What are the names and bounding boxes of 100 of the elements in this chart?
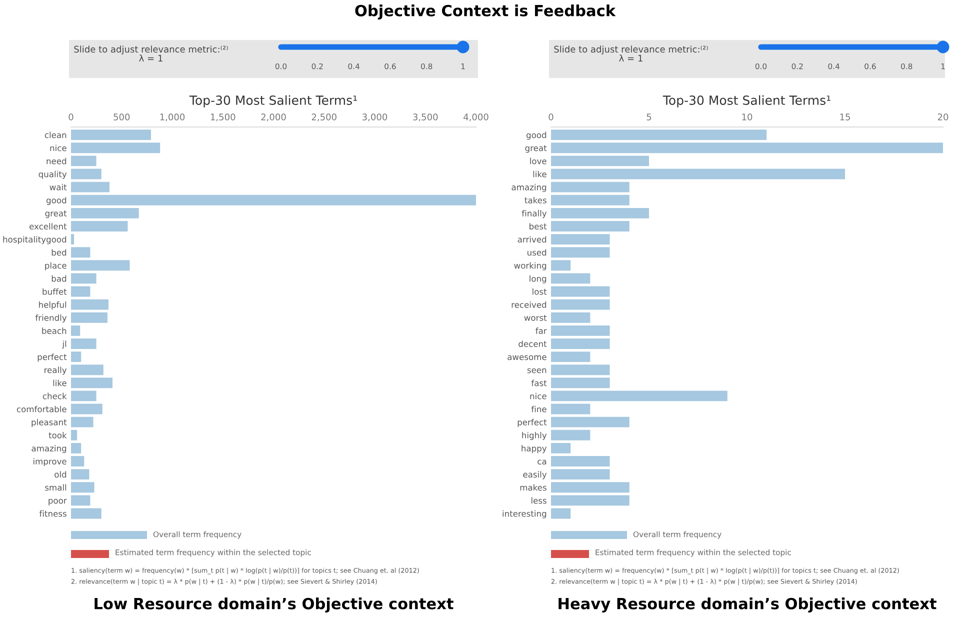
bar — [551, 416, 630, 428]
y-tick-label: improve — [34, 458, 66, 466]
bar — [551, 312, 590, 323]
bar — [551, 168, 845, 180]
x-tick-label: 5 — [646, 114, 652, 120]
bar — [551, 194, 630, 206]
y-tick-label: wait — [50, 184, 67, 190]
y-tick-label: good — [46, 196, 66, 206]
y-tick-label: seen — [527, 368, 546, 374]
bar — [71, 364, 104, 376]
y-tick-label: less — [531, 497, 546, 504]
y-tick-label: nice — [530, 392, 546, 400]
y-tick-label: fine — [531, 406, 546, 412]
x-tick-label: 1,500 — [210, 114, 236, 122]
y-tick-label: small — [45, 484, 66, 491]
y-tick-label: awesome — [508, 355, 546, 360]
bar — [551, 299, 610, 310]
y-tick-label: great — [45, 210, 67, 218]
y-tick-label: fitness — [39, 510, 66, 517]
bar — [551, 182, 630, 192]
bar — [71, 456, 84, 466]
x-tick-label: 10 — [742, 114, 752, 120]
y-tick-label: need — [46, 158, 66, 164]
y-tick-label: finally — [522, 210, 547, 218]
y-tick-label: hospitalitygood — [3, 236, 66, 244]
bar — [71, 286, 90, 297]
y-tick-label: ca — [538, 460, 546, 465]
bar — [71, 208, 139, 218]
y-tick-label: long — [530, 275, 546, 284]
chart-title: Top-30 Most Salient Terms¹ — [662, 95, 830, 108]
y-tick-label: check — [42, 392, 67, 400]
bar — [71, 142, 160, 154]
bar — [71, 338, 96, 349]
text: λ = 1 — [619, 54, 642, 62]
text: Low Resource domain’s Objective context — [94, 598, 454, 612]
bar — [71, 404, 102, 414]
x-tick-label: 1,000 — [160, 114, 185, 122]
bar — [551, 247, 610, 258]
x-tick-label: 3,000 — [362, 114, 388, 122]
bar — [71, 221, 128, 232]
x-tick-label: 0 — [548, 114, 554, 120]
y-tick-label: comfortable — [16, 406, 66, 412]
bar — [551, 273, 590, 284]
bar — [551, 286, 610, 297]
text: Heavy Resource domain’s Objective context — [558, 598, 936, 612]
text: λ = 1 — [139, 54, 162, 62]
y-tick-label: highly — [522, 432, 547, 440]
text: Slide to adjust relevance metric:⁽²⁾ — [74, 46, 228, 54]
y-tick-label: really — [44, 366, 67, 375]
bar — [71, 469, 90, 480]
bar — [551, 142, 943, 154]
bar — [551, 469, 610, 480]
bar — [551, 130, 767, 140]
y-tick-label: like — [53, 380, 66, 386]
x-tick-label: 15 — [840, 114, 850, 120]
y-tick-label: took — [48, 432, 67, 438]
bar — [551, 325, 610, 336]
y-tick-label: buffet — [42, 288, 67, 295]
chart-title: Top-30 Most Salient Terms¹ — [189, 95, 357, 108]
y-tick-label: jl — [62, 340, 66, 349]
y-tick-label: fast — [531, 380, 547, 386]
bar — [551, 234, 610, 245]
bar — [551, 338, 610, 349]
y-tick-label: old — [54, 471, 66, 478]
y-tick-label: amazing — [512, 184, 546, 192]
x-tick-label: 0 — [68, 114, 74, 120]
bar — [551, 364, 610, 376]
text: Slide to adjust relevance metric:⁽²⁾ — [554, 46, 708, 54]
bar — [551, 508, 571, 519]
y-tick-label: amazing — [32, 445, 66, 454]
x-tick-label: 20 — [938, 114, 948, 120]
y-tick-label: poor — [48, 498, 67, 506]
bar — [71, 194, 476, 206]
y-tick-label: decent — [518, 340, 547, 348]
y-tick-label: pleasant — [32, 418, 67, 427]
y-tick-label: perfect — [518, 418, 547, 427]
y-tick-label: perfect — [38, 354, 67, 362]
bar — [71, 130, 151, 140]
y-tick-label: bed — [52, 249, 66, 256]
bar — [71, 273, 96, 284]
bar — [551, 378, 610, 388]
y-tick-label: friendly — [35, 314, 67, 323]
y-tick-label: happy — [522, 445, 547, 454]
bar — [71, 260, 130, 271]
bar — [71, 299, 108, 310]
y-tick-label: bad — [52, 275, 66, 282]
y-tick-label: love — [530, 158, 546, 164]
bar — [71, 168, 102, 180]
bar — [71, 482, 94, 493]
bar — [551, 495, 630, 506]
y-tick-label: clean — [44, 132, 66, 138]
bar — [71, 234, 74, 245]
x-tick-label: 500 — [114, 114, 130, 120]
y-tick-label: place — [45, 262, 66, 270]
y-tick-label: good — [526, 132, 546, 140]
y-tick-label: interesting — [502, 510, 546, 518]
bar — [71, 508, 102, 519]
x-tick-label: 3,500 — [413, 114, 438, 122]
bar — [551, 442, 571, 454]
x-tick-label: 2,000 — [261, 114, 286, 122]
